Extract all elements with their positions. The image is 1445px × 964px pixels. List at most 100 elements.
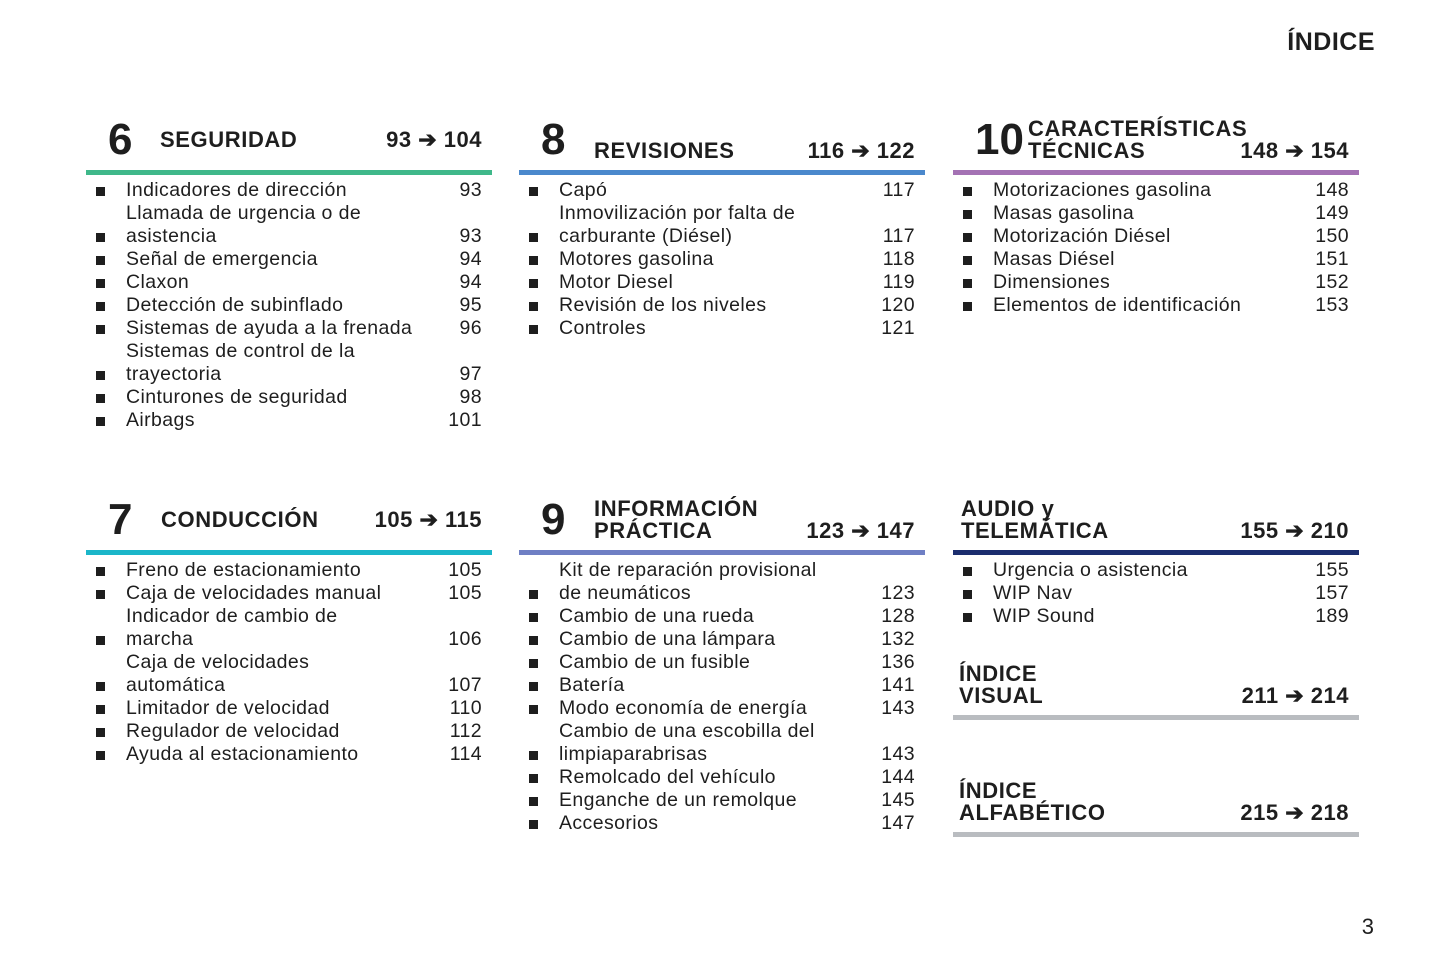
list-item[interactable]: Batería 141 [519, 674, 925, 697]
list-item[interactable]: Claxon 94 [86, 271, 492, 294]
section-divider [519, 170, 925, 175]
list-item[interactable]: Kit de reparación provisional de neumáti… [519, 559, 925, 605]
section-items: Motorizaciones gasolina 148 Masas gasolina… [953, 179, 1359, 317]
bullet-icon [529, 279, 538, 288]
section-title[interactable]: AUDIO y TELEMÁTICA [961, 496, 1109, 543]
list-item[interactable]: Dimensiones 152 [953, 271, 1359, 294]
section-title[interactable]: REVISIONES [594, 138, 735, 163]
list-item[interactable]: Urgencia o asistencia 155 [953, 559, 1359, 582]
section-title[interactable]: INFORMACIÓN PRÁCTICA [594, 496, 759, 543]
list-item[interactable]: WIP Sound 189 [953, 605, 1359, 628]
list-item[interactable]: Limitador de velocidad 110 [86, 697, 492, 720]
item-page: 132 [881, 628, 915, 650]
list-item[interactable]: Regulador de velocidad 112 [86, 720, 492, 743]
page-range[interactable]: 123 ➔ 147 [806, 518, 915, 543]
item-page: 96 [459, 317, 482, 339]
section-title[interactable]: CONDUCCIÓN [161, 507, 319, 532]
page-range[interactable]: 148 ➔ 154 [1240, 138, 1349, 163]
item-page: 107 [448, 674, 482, 696]
section-items: Kit de reparación provisional de neumáti… [519, 559, 925, 835]
bullet-icon [96, 682, 105, 691]
list-item[interactable]: Controles 121 [519, 317, 925, 340]
page-range[interactable]: 211 ➔ 214 [1241, 683, 1349, 708]
item-page: 136 [881, 651, 915, 673]
bullet-icon [96, 417, 105, 426]
page-range[interactable]: 116 ➔ 122 [807, 138, 915, 163]
bullet-icon [963, 613, 972, 622]
item-label: Ayuda al estacionamiento [126, 743, 359, 765]
list-item[interactable]: Motorización Diésel 150 [953, 225, 1359, 248]
list-item[interactable]: Accesorios 147 [519, 812, 925, 835]
list-item[interactable]: Airbags 101 [86, 409, 492, 432]
item-label: Capó [559, 179, 608, 201]
list-item[interactable]: WIP Nav 157 [953, 582, 1359, 605]
list-item[interactable]: Remolcado del vehículo 144 [519, 766, 925, 789]
item-page: 95 [459, 294, 482, 316]
bullet-icon [963, 233, 972, 242]
bullet-icon [96, 705, 105, 714]
list-item[interactable]: Sistemas de control de la trayectoria 97 [86, 340, 492, 386]
list-item[interactable]: Sistemas de ayuda a la frenada 96 [86, 317, 492, 340]
bullet-icon [529, 636, 538, 645]
section-header: ÍNDICE VISUAL 211 ➔ 214 [953, 655, 1359, 715]
item-label: Regulador de velocidad [126, 720, 340, 742]
item-label: Caja de velocidades manual [126, 582, 382, 604]
bullet-icon [96, 371, 105, 380]
section-title[interactable]: CARACTERÍSTICAS TÉCNICAS [1028, 116, 1248, 163]
bullet-icon [963, 187, 972, 196]
list-item[interactable]: Motores gasolina 118 [519, 248, 925, 271]
item-page: 105 [448, 559, 482, 581]
section-header: 10 CARACTERÍSTICAS TÉCNICAS 148 ➔ 154 [953, 110, 1359, 170]
section-title[interactable]: SEGURIDAD [160, 127, 298, 152]
section-header: AUDIO y TELEMÁTICA 155 ➔ 210 [953, 490, 1359, 550]
list-item[interactable]: Cambio de una lámpara 132 [519, 628, 925, 651]
list-item[interactable]: Caja de velocidades automática 107 [86, 651, 492, 697]
list-item[interactable]: Detección de subinflado 95 [86, 294, 492, 317]
list-item[interactable]: Cambio de una escobilla del limpiaparabr… [519, 720, 925, 766]
list-item[interactable]: Elementos de identificación 153 [953, 294, 1359, 317]
bullet-icon [96, 636, 105, 645]
section-divider [953, 550, 1359, 555]
list-item[interactable]: Cambio de una rueda 128 [519, 605, 925, 628]
bullet-icon [529, 774, 538, 783]
item-page: 112 [449, 720, 482, 742]
item-label: Controles [559, 317, 647, 339]
section-title[interactable]: ÍNDICE ALFABÉTICO [959, 778, 1106, 825]
item-label: Kit de reparación provisional de neumáti… [559, 559, 817, 604]
list-item[interactable]: Masas gasolina 149 [953, 202, 1359, 225]
list-item[interactable]: Revisión de los niveles 120 [519, 294, 925, 317]
list-item[interactable]: Cambio de un fusible 136 [519, 651, 925, 674]
page-range[interactable]: 215 ➔ 218 [1240, 800, 1349, 825]
item-page: 117 [882, 179, 915, 201]
list-item[interactable]: Inmovilización por falta de carburante (… [519, 202, 925, 248]
list-item[interactable]: Enganche de un remolque 145 [519, 789, 925, 812]
item-label: Sistemas de control de la trayectoria [126, 340, 355, 385]
list-item[interactable]: Capó 117 [519, 179, 925, 202]
list-item[interactable]: Motorizaciones gasolina 148 [953, 179, 1359, 202]
page-range[interactable]: 93 ➔ 104 [386, 127, 482, 152]
bullet-icon [96, 325, 105, 334]
item-label: Batería [559, 674, 625, 696]
item-page: 119 [882, 271, 915, 293]
list-item[interactable]: Ayuda al estacionamiento 114 [86, 743, 492, 766]
list-item[interactable]: Motor Diesel 119 [519, 271, 925, 294]
item-label: Enganche de un remolque [559, 789, 797, 811]
list-item[interactable]: Llamada de urgencia o de asistencia 93 [86, 202, 492, 248]
list-item[interactable]: Masas Diésel 151 [953, 248, 1359, 271]
list-item[interactable]: Cinturones de seguridad 98 [86, 386, 492, 409]
list-item[interactable]: Caja de velocidades manual 105 [86, 582, 492, 605]
section-divider [86, 170, 492, 175]
section-title[interactable]: ÍNDICE VISUAL [959, 661, 1044, 708]
list-item[interactable]: Freno de estacionamiento 105 [86, 559, 492, 582]
page-range[interactable]: 105 ➔ 115 [374, 507, 482, 532]
item-page: 149 [1315, 202, 1349, 224]
list-item[interactable]: Indicador de cambio de marcha 106 [86, 605, 492, 651]
page-range[interactable]: 155 ➔ 210 [1240, 518, 1349, 543]
item-page: 93 [459, 179, 482, 201]
list-item[interactable]: Indicadores de dirección 93 [86, 179, 492, 202]
bullet-icon [529, 590, 538, 599]
item-page: 94 [459, 271, 482, 293]
section-divider [953, 715, 1359, 720]
list-item[interactable]: Señal de emergencia 94 [86, 248, 492, 271]
list-item[interactable]: Modo economía de energía 143 [519, 697, 925, 720]
